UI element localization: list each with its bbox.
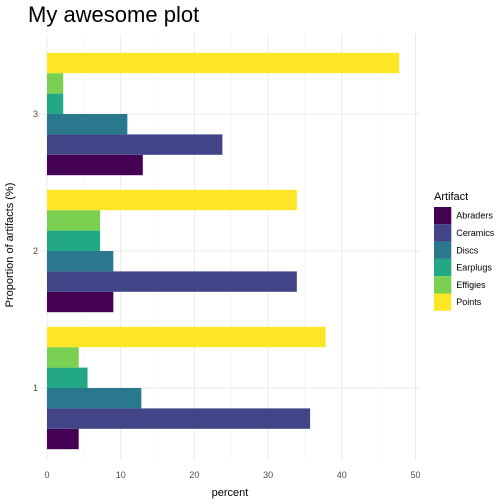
bar-discs-3 <box>47 114 128 135</box>
bar-abraders-1 <box>47 428 79 450</box>
x-tick-label: 20 <box>189 470 199 480</box>
bar-effigies-2 <box>47 210 101 231</box>
bar-discs-1 <box>47 388 142 409</box>
bar-discs-2 <box>47 251 114 272</box>
y-tick-label: 3 <box>33 109 38 119</box>
legend-label-points: Points <box>456 297 482 307</box>
bars <box>47 52 400 450</box>
x-tick-label: 0 <box>44 470 49 480</box>
bar-ceramics-2 <box>47 271 297 292</box>
legend-key-discs <box>434 241 452 259</box>
x-axis-ticks: 0 10 20 30 40 50 <box>44 470 420 480</box>
bar-points-3 <box>47 52 400 74</box>
bar-earplugs-1 <box>47 367 88 388</box>
x-tick-label: 50 <box>410 470 420 480</box>
x-tick-label: 10 <box>116 470 126 480</box>
bar-abraders-2 <box>47 291 114 313</box>
bar-effigies-1 <box>47 347 79 368</box>
bar-points-1 <box>47 326 326 348</box>
y-tick-label: 1 <box>33 383 38 393</box>
legend: Artifact Abraders Ceramics Discs Earplugs Ef… <box>434 191 495 311</box>
x-tick-label: 40 <box>337 470 347 480</box>
y-axis-title: Proportion of artifacts (%) <box>4 183 16 308</box>
x-tick-label: 30 <box>263 470 273 480</box>
bar-abraders-3 <box>47 154 143 176</box>
bar-ceramics-1 <box>47 408 311 429</box>
legend-key-ceramics <box>434 224 452 242</box>
legend-key-abraders <box>434 207 452 225</box>
x-axis-title: percent <box>212 487 249 499</box>
y-tick-label: 2 <box>33 246 38 256</box>
bar-earplugs-3 <box>47 93 64 114</box>
chart-title: My awesome plot <box>28 2 199 27</box>
y-axis-ticks: 1 2 3 <box>33 109 38 393</box>
bar-effigies-3 <box>47 73 64 94</box>
legend-label-ceramics: Ceramics <box>456 228 495 238</box>
legend-label-effigies: Effigies <box>456 280 486 290</box>
legend-key-points <box>434 293 452 311</box>
bar-points-2 <box>47 189 297 211</box>
bar-earplugs-2 <box>47 230 101 251</box>
legend-label-abraders: Abraders <box>456 211 493 221</box>
bar-ceramics-3 <box>47 134 223 155</box>
legend-label-discs: Discs <box>456 245 478 255</box>
legend-label-earplugs: Earplugs <box>456 263 492 273</box>
legend-key-effigies <box>434 276 452 294</box>
legend-title: Artifact <box>434 191 468 203</box>
legend-key-earplugs <box>434 258 452 277</box>
